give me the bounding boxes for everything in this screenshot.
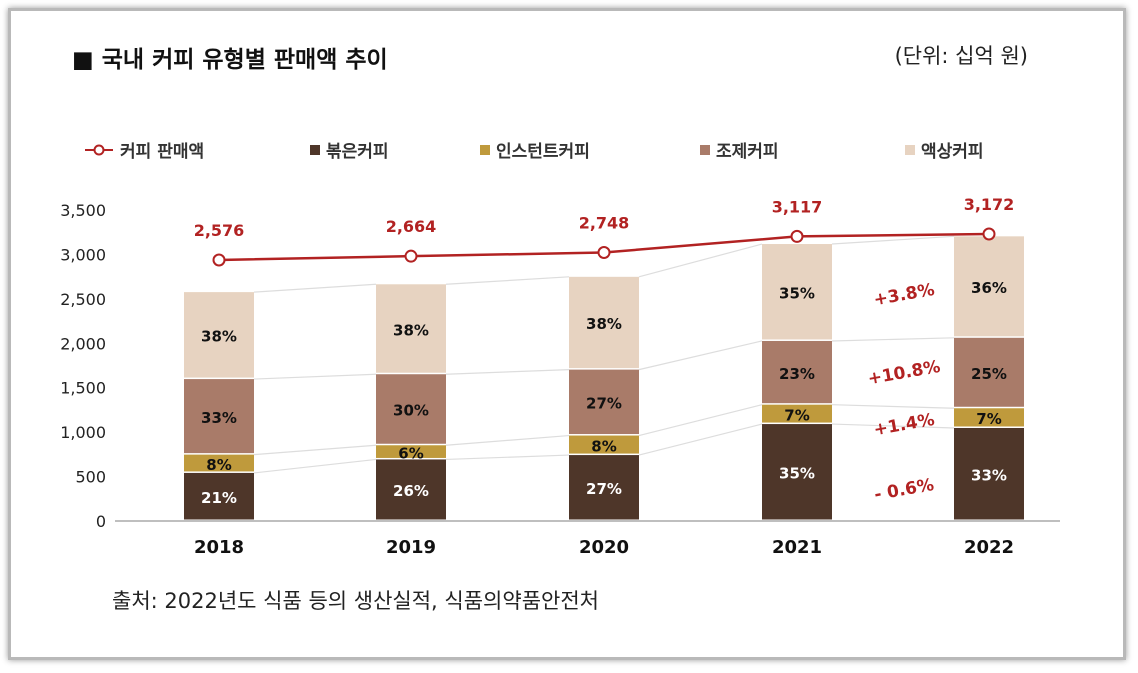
bar-segment-조제커피 — [376, 374, 446, 444]
legend-line-marker-dot — [93, 144, 105, 156]
connector-line — [638, 243, 763, 278]
x-tick-label: 2019 — [386, 537, 436, 558]
bar-segment-조제커피 — [954, 337, 1024, 407]
bar-data-label: 38% — [201, 328, 237, 346]
bar-data-label: 8% — [206, 456, 231, 474]
x-tick-label: 2018 — [194, 537, 244, 558]
sales-value-label: 3,172 — [964, 195, 1015, 214]
connector-line — [253, 444, 377, 456]
connector-line — [831, 235, 955, 245]
sales-point — [212, 253, 226, 267]
connector-line — [638, 404, 763, 437]
sales-point — [982, 227, 996, 241]
bar-data-label: 36% — [971, 279, 1007, 297]
y-tick-label: 1,000 — [60, 423, 106, 442]
legend-swatch — [905, 145, 915, 155]
bar-data-label: 6% — [398, 444, 423, 462]
bar-data-label: 27% — [586, 395, 622, 413]
sales-point — [790, 229, 804, 243]
bar-segment-액상커피 — [184, 292, 254, 378]
y-tick-label: 1,500 — [60, 379, 106, 398]
chart-title: ■ 국내 커피 유형별 판매액 추이 — [72, 47, 388, 73]
y-tick-label: 2,500 — [60, 290, 106, 309]
connector-line — [253, 373, 377, 380]
x-tick-label: 2021 — [772, 537, 822, 558]
connector-line — [831, 423, 955, 429]
bar-data-label: 21% — [201, 489, 237, 507]
bar-segment-조제커피 — [762, 340, 832, 404]
connector-line — [445, 434, 570, 446]
growth-annotation: +3.8% — [872, 280, 936, 310]
connector-line — [445, 276, 570, 285]
bar-data-label: 35% — [779, 285, 815, 303]
x-tick-label: 2020 — [579, 537, 629, 558]
connector-line — [831, 337, 955, 342]
bar-segment-볶은커피 — [954, 427, 1024, 520]
source-note: 출처: 2022년도 식품 등의 생산실적, 식품의약품안전처 — [112, 589, 599, 613]
connector-line — [445, 369, 570, 375]
sales-value-label: 2,576 — [194, 221, 245, 240]
sales-point — [404, 249, 418, 263]
bar-segment-볶은커피 — [569, 455, 639, 520]
connector-line — [253, 458, 377, 474]
bar-segment-인스턴트커피 — [954, 408, 1024, 427]
bar-data-label: 30% — [393, 402, 429, 420]
bar-segment-액상커피 — [376, 284, 446, 373]
connector-line — [831, 404, 955, 409]
bar-data-label: 8% — [591, 437, 616, 455]
bar-segment-인스턴트커피 — [184, 454, 254, 472]
unit-label: (단위: 십억 원) — [894, 44, 1028, 68]
bar-data-label: 27% — [586, 480, 622, 498]
bar-data-label: 7% — [784, 406, 809, 424]
connector-line — [638, 423, 763, 456]
legend-label: 액상커피 — [921, 142, 984, 162]
bar-segment-인스턴트커피 — [569, 435, 639, 454]
bar-segment-볶은커피 — [762, 424, 832, 520]
connector-line — [638, 340, 763, 371]
legend-label: 조제커피 — [716, 142, 779, 162]
bar-segment-인스턴트커피 — [762, 404, 832, 423]
x-tick-label: 2022 — [964, 537, 1014, 558]
sales-point — [597, 245, 611, 259]
growth-annotation: +10.8% — [866, 357, 942, 389]
y-tick-label: 0 — [96, 512, 106, 531]
bar-data-label: 23% — [779, 365, 815, 383]
y-tick-label: 500 — [75, 468, 106, 487]
y-tick-label: 3,500 — [60, 201, 106, 220]
growth-annotation: - 0.6% — [873, 475, 936, 505]
legend-label: 커피 판매액 — [120, 142, 204, 162]
bar-segment-볶은커피 — [376, 459, 446, 520]
legend-label: 인스턴트커피 — [496, 142, 590, 162]
bar-segment-인스턴트커피 — [376, 445, 446, 458]
bar-segment-조제커피 — [184, 379, 254, 454]
bar-data-label: 26% — [393, 482, 429, 500]
connector-line — [445, 454, 570, 461]
connector-line — [253, 283, 377, 293]
bar-segment-볶은커피 — [184, 472, 254, 520]
bar-segment-액상커피 — [762, 244, 832, 340]
y-tick-label: 2,000 — [60, 334, 106, 353]
bar-data-label: 38% — [586, 315, 622, 333]
legend-swatch — [310, 145, 320, 155]
legend-swatch — [700, 145, 710, 155]
bar-data-label: 33% — [201, 409, 237, 427]
sales-value-label: 2,664 — [386, 217, 437, 236]
sales-value-label: 3,117 — [772, 197, 823, 216]
sales-value-label: 2,748 — [579, 213, 630, 232]
bar-data-label: 35% — [779, 465, 815, 483]
growth-annotation: +1.4% — [872, 410, 936, 440]
bar-data-label: 25% — [971, 365, 1007, 383]
bar-segment-조제커피 — [569, 369, 639, 435]
bar-segment-액상커피 — [569, 276, 639, 369]
bar-data-label: 7% — [976, 410, 1001, 428]
bar-data-label: 33% — [971, 466, 1007, 484]
legend-swatch — [480, 145, 490, 155]
y-tick-label: 3,000 — [60, 245, 106, 264]
bar-data-label: 38% — [393, 321, 429, 339]
legend-label: 볶은커피 — [326, 142, 389, 162]
bar-segment-액상커피 — [954, 236, 1024, 337]
